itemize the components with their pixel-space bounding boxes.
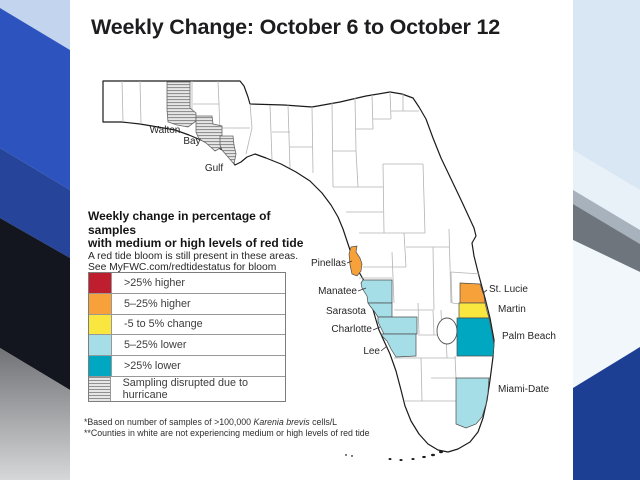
legend-swatch-hatched: [89, 376, 111, 401]
legend-label: Sampling disrupted due to hurricane: [122, 376, 249, 401]
county-label-gulf: Gulf: [205, 163, 224, 174]
backdrop-band-skyblue: [0, 0, 70, 50]
florida-state-outline: [102, 80, 495, 453]
county-bay: [195, 115, 223, 152]
backdrop-band-darkblue: [0, 148, 70, 258]
label-leader-lines: [346, 260, 488, 352]
county-label-martin: Martin: [498, 304, 526, 315]
county-label-manatee: Manatee: [318, 286, 357, 297]
legend-swatch-yellow: [89, 314, 112, 335]
backdrop-stripe-light-edge: [573, 190, 640, 244]
county-st-lucie: [459, 282, 486, 304]
lake-okeechobee: [436, 317, 458, 345]
county-lee: [380, 333, 417, 358]
legend-row-25-higher: >25% higher: [89, 273, 285, 294]
legend: >25% higher 5–25% higher -5 to 5% change…: [88, 272, 286, 402]
legend-swatch-lightblue: [89, 335, 112, 356]
backdrop-stripe-gray: [573, 204, 640, 272]
legend-label: >25% lower: [124, 360, 181, 373]
backdrop-band-white: [573, 240, 640, 388]
county-label-bay: Bay: [183, 136, 200, 147]
backdrop-band-navy: [573, 347, 640, 480]
county-martin: [458, 302, 490, 319]
legend-label: 5–25% lower: [124, 339, 187, 352]
legend-label: -5 to 5% change: [124, 318, 203, 331]
species-name: Karenia brevis: [253, 417, 310, 427]
florida-keys: [345, 450, 443, 461]
legend-heading-line1: Weekly change in percentage of samples: [88, 209, 271, 237]
legend-row-25-lower: >25% lower: [89, 356, 285, 377]
county-walton: [166, 81, 197, 128]
backdrop-band-gray: [0, 348, 70, 480]
county-gulf: [219, 135, 237, 165]
county-label-palm-beach: Palm Beach: [502, 331, 556, 342]
legend-row-no-change: -5 to 5% change: [89, 314, 285, 336]
legend-subtext-line1: A red tide bloom is still present in the…: [88, 250, 299, 262]
county-boundary-lines: [121, 80, 481, 402]
county-label-st-lucie: St. Lucie: [489, 284, 528, 295]
footnote-1: *Based on number of samples of >100,000 …: [84, 417, 338, 427]
legend-label: >25% higher: [124, 276, 185, 289]
county-miami-dade: [455, 377, 490, 429]
county-manatee: [360, 279, 393, 304]
county-label-lee: Lee: [363, 346, 380, 357]
county-palm-beach: [456, 317, 495, 357]
legend-swatch-teal: [89, 356, 112, 376]
county-label-sarasota: Sarasota: [326, 306, 366, 317]
backdrop-band-royalblue: [0, 8, 70, 190]
legend-swatch-red: [89, 273, 112, 293]
legend-label: 5–25% higher: [124, 297, 191, 310]
county-label-walton: Walton: [150, 125, 181, 136]
legend-row-sampling-disrupted: Sampling disrupted due to hurricane: [89, 376, 285, 401]
legend-row-5-25-lower: 5–25% lower: [89, 335, 285, 357]
legend-swatch-orange: [89, 293, 112, 314]
backdrop-band-black: [0, 218, 70, 390]
page-title: Weekly Change: October 6 to October 12: [91, 15, 500, 39]
legend-heading-line2: with medium or high levels of red tide: [88, 236, 304, 250]
county-pinellas: [348, 245, 363, 277]
footnote-2: **Counties in white are not experiencing…: [84, 427, 370, 438]
county-label-miami-dade: Miami-Date: [498, 384, 550, 395]
county-label-pinellas: Pinellas: [311, 258, 346, 269]
backdrop-glare: [573, 150, 640, 230]
right-backdrop-graphic: [573, 0, 640, 480]
left-backdrop-graphic: [0, 0, 70, 480]
county-sarasota: [367, 302, 393, 318]
legend-row-5-25-higher: 5–25% higher: [89, 293, 285, 315]
footnotes: *Based on number of samples of >100,000 …: [84, 417, 370, 439]
county-charlotte: [377, 316, 418, 335]
county-label-charlotte: Charlotte: [331, 324, 372, 335]
